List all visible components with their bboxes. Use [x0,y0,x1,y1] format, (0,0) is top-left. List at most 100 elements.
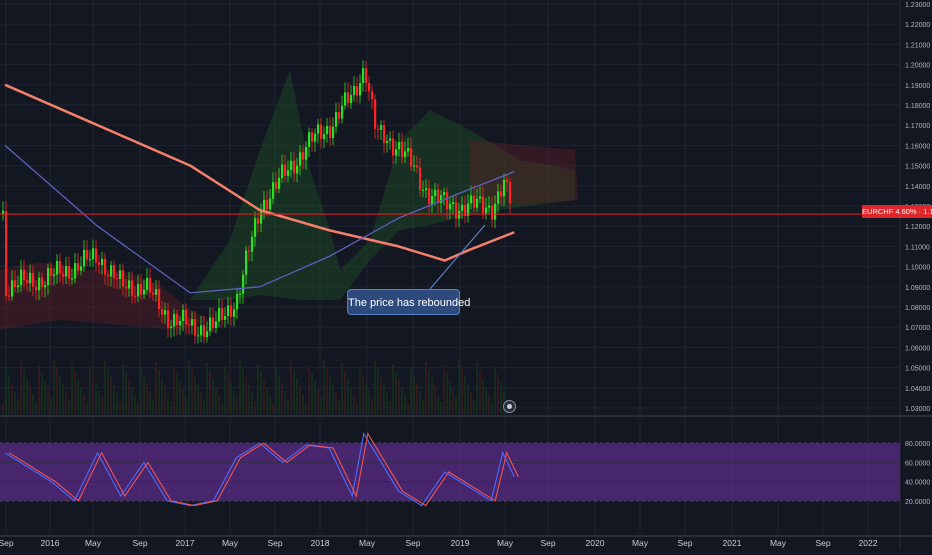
volume-bar [104,361,106,414]
candle-body [275,182,278,189]
volume-bar [386,393,388,414]
candle-body [350,95,353,104]
y-tick-label: 1.08000 [905,305,930,312]
x-tick-label: May [359,538,376,548]
volume-bar [332,384,334,414]
volume-bar [392,364,394,414]
candle-body [20,269,23,286]
volume-bar [398,380,400,414]
candle-body [254,218,257,237]
candle-body [179,321,182,325]
x-tick-label: Sep [815,538,830,548]
volume-bar [419,391,421,414]
candle-body [62,273,65,277]
volume-bar [14,391,16,414]
volume-bar [329,376,331,414]
candle-body [8,295,11,297]
y-tick-label: 1.14000 [905,184,930,191]
candle-body [2,210,5,215]
y-tick-label: 1.17000 [905,123,930,130]
candle-body [200,325,203,336]
candle-body [296,165,299,174]
volume-bar [404,396,406,414]
volume-bar [311,373,313,414]
volume-bar [83,395,85,414]
volume-bar [56,368,58,414]
volume-bar [422,399,424,414]
candle-body [260,211,263,224]
volume-bar [383,385,385,414]
volume-bar [308,365,310,414]
candle-body [326,125,329,135]
candle-body [119,270,122,279]
volume-bar [467,384,469,414]
candle-body [377,128,380,130]
volume-bar [293,370,295,414]
volume-bar [170,402,172,414]
volume-bar [362,374,364,414]
candle-body [113,265,116,279]
x-tick-label: Sep [405,538,420,548]
volume-bar [53,360,55,414]
volume-bar [209,371,211,414]
volume-bar [113,385,115,414]
volume-bar [224,366,226,414]
y-tick-label: 1.22000 [905,22,930,29]
y-tick-label: 1.10000 [905,265,930,272]
x-tick-label: 2019 [451,538,470,548]
volume-bar [230,382,232,414]
volume-bar [245,377,247,414]
volume-bar [356,403,358,414]
volume-bar [326,368,328,414]
candle-body [383,125,386,144]
volume-bar [206,363,208,414]
volume-bar [50,397,52,414]
volume-bar [95,382,97,414]
volume-bar [143,375,145,414]
y-tick-label: 1.23000 [905,2,930,9]
x-tick-label: May [632,538,649,548]
candle-body [473,195,476,208]
volume-bar [473,400,475,414]
candle-body [104,258,107,275]
volume-bar [185,397,187,414]
volume-bar [17,399,19,414]
annotation-label[interactable]: The price has rebounded [347,289,470,315]
volume-bar [320,397,322,414]
candle-body [440,195,443,203]
candle-body [74,263,77,279]
oscillator-tick-label: 60.0000 [905,460,930,467]
oscillator-tick-label: 20.0000 [905,499,930,506]
candle-body [116,278,119,280]
candle-body [155,289,158,295]
volume-bar [197,384,199,414]
candle-body [263,199,266,212]
volume-bar [317,389,319,414]
candle-body [428,188,431,205]
volume-bar [482,379,484,414]
volume-bar [131,388,133,414]
volume-bar [140,367,142,414]
candle-body [101,258,104,266]
volume-bar [44,381,46,414]
candle-body [188,324,191,326]
volume-bar [89,366,91,414]
y-tick-label: 1.07000 [905,325,930,332]
volume-bar [38,365,40,414]
volume-bar [227,374,229,414]
candle-body [86,249,89,260]
volume-bar [461,368,463,414]
volume-bar [407,404,409,414]
volume-bar [239,361,241,414]
candle-body [278,177,281,189]
volume-bar [137,404,139,414]
volume-bar [200,392,202,414]
volume-bar [413,375,415,414]
alert-icon[interactable] [503,400,516,413]
last-price-badge: EURCHF 4.60% · 1.12598 [862,205,932,218]
candle-body [317,124,320,134]
candle-body [299,152,302,166]
volume-bar [167,394,169,414]
volume-bar [305,402,307,414]
oscillator-band [0,443,900,501]
